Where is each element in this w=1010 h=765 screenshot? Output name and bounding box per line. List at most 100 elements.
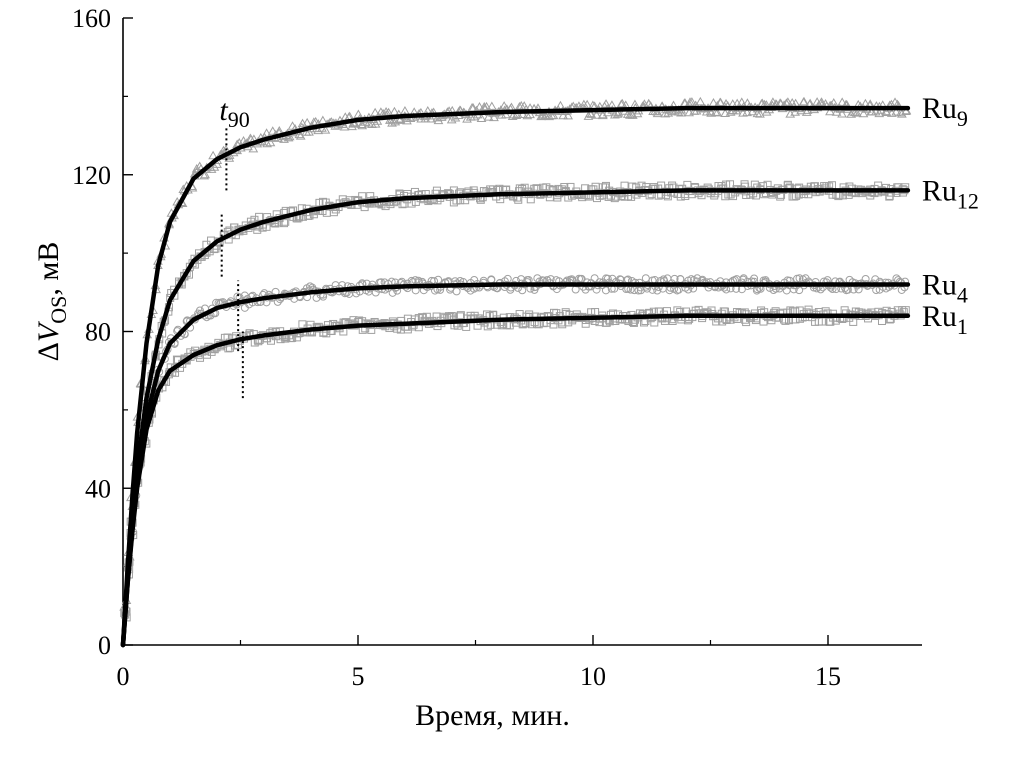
data-point xyxy=(731,105,742,115)
data-point xyxy=(846,109,857,118)
data-point xyxy=(640,318,649,327)
data-point xyxy=(357,119,367,128)
data-point xyxy=(750,180,759,189)
data-point xyxy=(372,116,383,125)
data-point xyxy=(726,180,735,189)
data-point xyxy=(509,109,519,119)
data-point xyxy=(381,107,391,116)
y-axis-label-sub: OS xyxy=(46,296,71,324)
data-point xyxy=(483,322,492,331)
x-tick-label: 15 xyxy=(815,662,841,691)
data-point xyxy=(563,110,573,120)
fit-line-ru1 xyxy=(120,313,911,648)
data-point xyxy=(320,125,331,134)
y-tick-label: 160 xyxy=(72,4,111,33)
data-point xyxy=(486,101,497,110)
data-point xyxy=(752,286,761,295)
y-axis-label: ΔVOS, мВ xyxy=(32,242,71,362)
data-point xyxy=(265,137,276,147)
data-point xyxy=(761,107,772,116)
data-point xyxy=(601,99,611,108)
data-point xyxy=(172,355,181,364)
data-point xyxy=(837,97,848,106)
y-tick-label: 40 xyxy=(85,474,111,503)
t90-label: t90 xyxy=(219,94,249,132)
data-point xyxy=(609,109,620,119)
data-point xyxy=(514,195,523,204)
data-point xyxy=(650,318,659,327)
data-point xyxy=(676,192,685,201)
data-point xyxy=(522,110,533,120)
y-tick-label: 120 xyxy=(72,161,111,190)
data-point xyxy=(586,109,597,118)
data-point xyxy=(687,97,697,106)
data-point xyxy=(284,131,295,141)
series-label-base: Ru xyxy=(922,174,957,207)
series-label-ru12: Ru12 xyxy=(922,174,979,213)
data-point xyxy=(695,96,706,106)
data-point xyxy=(549,320,558,329)
data-point xyxy=(199,170,210,180)
data-point xyxy=(602,107,613,117)
data-point xyxy=(525,109,535,119)
data-point xyxy=(591,110,602,119)
series-label-ru1: Ru1 xyxy=(922,300,968,339)
data-point xyxy=(388,288,397,297)
data-point xyxy=(339,122,350,131)
data-points xyxy=(119,96,912,622)
data-point xyxy=(742,107,752,117)
series-label-sub: 12 xyxy=(957,188,979,213)
data-point xyxy=(799,96,809,106)
data-point xyxy=(676,107,686,117)
data-point xyxy=(673,286,682,295)
x-tick-label: 0 xyxy=(117,662,130,691)
data-point xyxy=(248,143,259,153)
data-point xyxy=(449,198,458,207)
series-label-sub: 9 xyxy=(957,106,968,131)
data-point xyxy=(783,97,793,106)
data-point xyxy=(288,333,297,342)
data-point xyxy=(837,108,847,118)
data-point xyxy=(715,97,726,107)
data-point xyxy=(255,212,264,221)
data-point xyxy=(262,138,272,148)
data-point xyxy=(601,286,610,295)
data-point xyxy=(302,117,313,127)
x-tick-label: 10 xyxy=(580,662,606,691)
data-point xyxy=(434,275,443,284)
data-point xyxy=(795,274,804,283)
data-point xyxy=(693,274,702,283)
data-point xyxy=(652,106,663,116)
y-axis-label-var: V xyxy=(32,320,65,342)
x-tick-label: 5 xyxy=(352,662,365,691)
data-point xyxy=(452,287,461,296)
data-point xyxy=(376,107,386,116)
data-point xyxy=(816,97,827,106)
data-point xyxy=(825,106,835,116)
data-point xyxy=(462,322,471,331)
data-point xyxy=(298,320,307,329)
data-point xyxy=(505,321,514,330)
t90-label-var: t xyxy=(219,94,228,127)
data-point xyxy=(208,150,218,160)
series-label-base: Ru xyxy=(922,92,957,125)
data-point xyxy=(266,336,275,345)
fit-lines xyxy=(120,105,911,648)
y-tick-label: 0 xyxy=(98,631,111,660)
data-point xyxy=(663,108,674,117)
t90-label-sub: 90 xyxy=(228,107,250,132)
y-axis-label-suffix: , мВ xyxy=(32,242,65,296)
data-point xyxy=(673,107,684,116)
series-label-base: Ru xyxy=(922,268,957,301)
data-point xyxy=(653,286,662,295)
data-point xyxy=(195,306,204,315)
data-point xyxy=(560,183,569,192)
data-point xyxy=(652,108,663,118)
data-point xyxy=(206,164,217,173)
data-point xyxy=(546,110,557,120)
data-point xyxy=(370,107,380,117)
data-point xyxy=(626,109,637,119)
data-point xyxy=(613,108,624,117)
